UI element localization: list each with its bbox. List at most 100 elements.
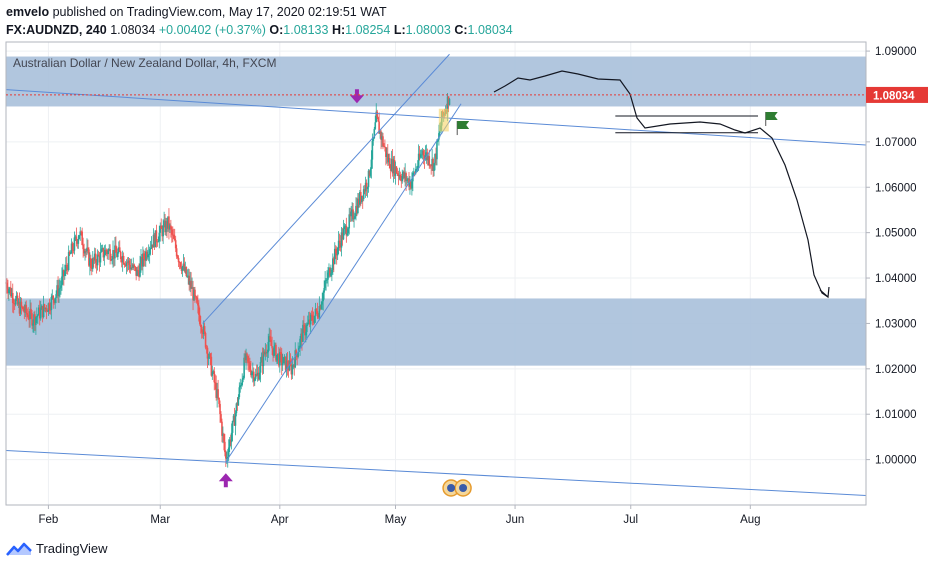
flag-aus-icon [447,484,456,492]
candle [417,144,420,171]
candle [31,310,33,330]
candle-body [275,344,277,361]
candle [141,254,143,271]
candle-body [179,262,182,268]
candle [431,149,433,171]
time-axis[interactable]: Feb Mar Apr May Jun Jul Aug [39,505,761,526]
candle [133,263,136,272]
candle-body [376,111,378,118]
candles [5,92,451,468]
candle [148,246,151,264]
candle-body [410,181,412,189]
candle-body [185,266,188,277]
candle-body [23,311,26,313]
candle-body [107,250,109,255]
candle-body [224,441,226,453]
symbol-label[interactable]: FX:AUDNZD, 240 [6,23,107,37]
candle [367,169,370,193]
candle-body [144,251,147,261]
candle [329,267,331,278]
low-label: L: [393,23,406,37]
candle [71,241,74,257]
candle [119,250,122,263]
candle [333,242,336,265]
candle-body [349,214,351,217]
candle-body [249,362,251,370]
candle-body [388,158,391,169]
candle [215,375,217,401]
candle [397,170,400,186]
candle [303,315,305,333]
candle-body [414,169,417,174]
candle [261,347,264,375]
candle [171,226,174,243]
candle-body [20,301,23,308]
candle [436,139,438,166]
candle-body [348,214,351,229]
candle-body [360,195,363,202]
candle-body [97,254,100,256]
candle [219,400,221,423]
y-tick-label: 1.05000 [875,228,917,240]
footer-brand[interactable]: TradingView [36,541,108,556]
candle [70,238,73,254]
candle [212,369,215,374]
candle [304,323,306,341]
candle [59,278,61,298]
candle-body [12,302,15,304]
candle-body [241,379,244,386]
candle-body [94,253,97,263]
candle [137,265,139,277]
candle-body [389,168,392,171]
candle-body [192,287,194,301]
candle [200,324,203,339]
candle-body [73,237,76,251]
candle-body [70,243,73,254]
candle [122,252,125,265]
candle [140,249,142,273]
candle [121,250,124,272]
tradingview-logo-icon[interactable] [6,542,32,556]
candle [262,347,265,374]
candle-body [62,270,64,277]
candle-body [215,382,217,398]
candle-body [80,231,83,233]
candle-body [438,133,440,140]
candle [114,237,116,266]
candle-body [353,218,355,220]
candle [357,192,359,215]
candle-body [362,189,365,200]
candle-body [101,248,104,250]
candle-body [86,247,88,252]
candle [176,254,179,260]
candle [229,434,232,447]
candle-body [88,249,90,266]
candle [7,279,9,299]
candle [77,234,80,249]
candle-body [342,229,345,240]
candle-body [118,247,121,252]
candle [128,258,131,273]
candle [47,302,50,316]
candle-body [367,170,370,188]
candle-body [206,347,209,359]
candle-body [151,244,154,248]
candle-body [296,354,298,357]
candle-body [321,301,324,305]
candle-body [432,158,434,171]
candle-body [22,307,25,312]
candle [273,340,275,358]
candle [118,240,121,253]
candle-body [399,174,402,179]
candle-body [187,275,190,277]
author-name[interactable]: emvelo [6,5,50,19]
candle-body [337,240,340,249]
candle [338,233,341,251]
candle-body [64,264,67,272]
candle-body [225,452,227,459]
candle [90,254,92,272]
y-tick-label: 1.07000 [875,137,917,149]
candle-body [304,325,306,336]
price-axis[interactable]: 1.00000 1.01000 1.02000 1.03000 1.04000 1.050… [866,46,917,467]
